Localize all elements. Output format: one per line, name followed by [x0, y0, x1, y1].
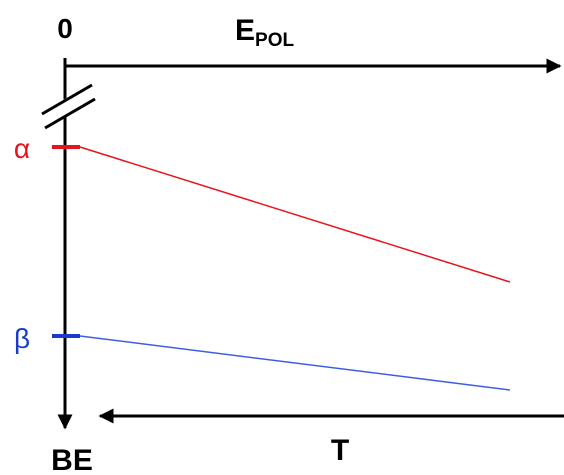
vertical-axis-label: BE — [51, 444, 93, 475]
alpha-line — [79, 146, 511, 283]
bottom-arrow-label: T — [331, 434, 349, 467]
axis-break — [44, 97, 96, 130]
beta-line — [79, 335, 511, 391]
top-axis-label-main: E — [235, 14, 255, 47]
alpha-label: α — [14, 133, 30, 164]
origin-label: 0 — [57, 13, 73, 44]
axis-break-gap — [49, 94, 81, 122]
beta-label: β — [14, 323, 30, 354]
axis-break — [41, 83, 93, 116]
top-axis-label: EPOL — [235, 14, 294, 51]
top-axis-label-sub: POL — [255, 30, 294, 51]
